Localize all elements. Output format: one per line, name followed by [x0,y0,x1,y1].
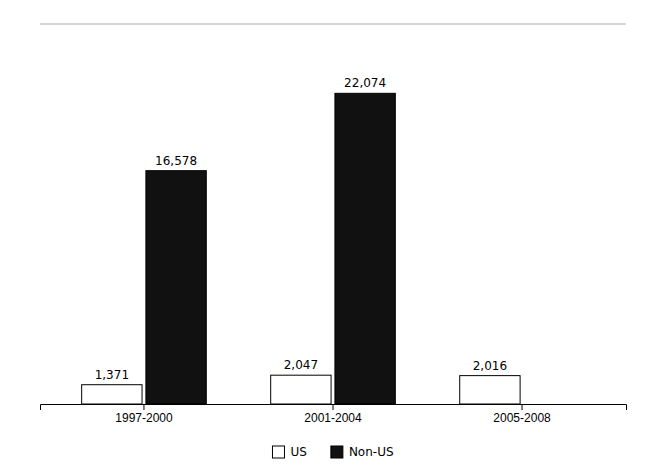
x-tick-label: 2005-2008 [493,411,551,425]
legend-item: US [272,445,306,459]
top-line [40,24,626,25]
bar [335,93,395,404]
x-tick-label: 2001-2004 [304,411,362,425]
legend: US Non-US [272,445,393,459]
bar [82,385,142,404]
x-tick: 2005-2008 [493,404,551,425]
data-label: 2,016 [473,359,507,373]
legend-label: Non-US [349,445,394,459]
x-tick: 2001-2004 [304,404,362,425]
x-axis-line [41,405,627,411]
x-axis: 1997-2000 2001-2004 2005-2008 [41,404,627,425]
x-tick: 1997-2000 [115,404,173,425]
plot: 1,371 2,047 2,016 16,578 22,074 1997-2000 2001… [40,24,627,425]
data-label: 16,578 [155,154,197,168]
bar [524,404,584,405]
x-tick-mark [333,404,334,410]
x-tick-mark [143,404,144,410]
bar [460,376,520,404]
legend-label: US [290,445,306,459]
legend-item: Non-US [331,445,394,459]
data-label: 1,371 [95,368,129,382]
x-tick-label: 1997-2000 [115,411,173,425]
legend-swatch [272,446,284,458]
bar [271,375,331,404]
data-labels: 1,371 2,047 2,016 16,578 22,074 [95,76,507,381]
bars [82,93,520,404]
data-label: 22,074 [344,76,386,90]
legend-swatch [331,446,343,458]
data-label: 2,047 [284,358,318,372]
bar [146,171,206,404]
x-tick-mark [522,404,523,410]
chart: 1,371 2,047 2,016 16,578 22,074 1997-2000 2001… [0,0,650,474]
